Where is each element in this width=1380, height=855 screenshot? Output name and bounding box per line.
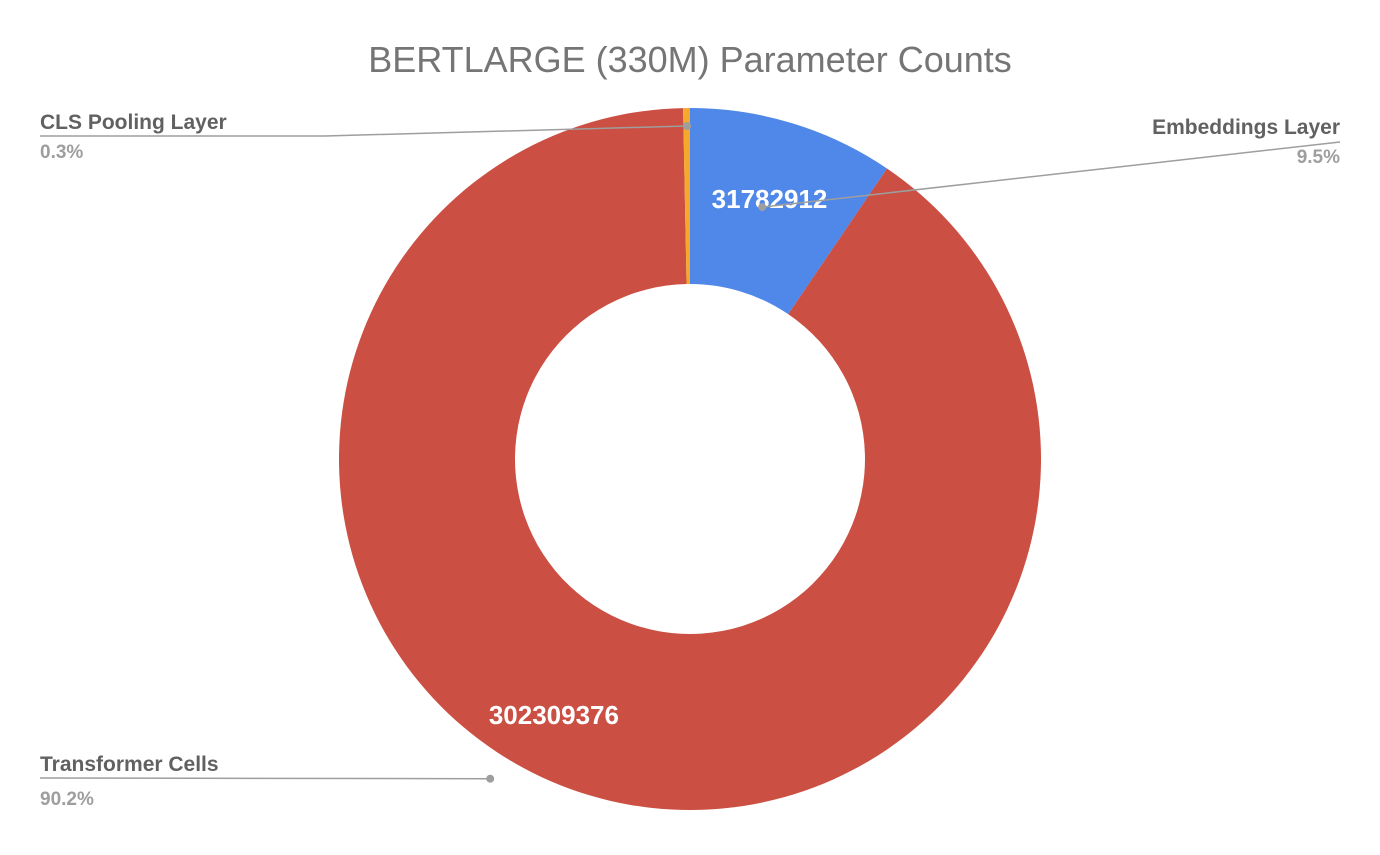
leader-dot-cls-pooling-layer [683, 122, 692, 130]
leader-dot-transformer-cells [486, 774, 495, 783]
leader-line-transformer-cells [39, 777, 491, 780]
slice-value-label-embeddings-layer: 31782912 [712, 184, 828, 214]
leader-line-embeddings-layer [762, 141, 1341, 208]
pie-slice-transformer-cells [339, 108, 1042, 811]
slice-percent-label-transformer-cells: 90.2% [40, 789, 94, 810]
slice-percent-label-cls-pooling-layer: 0.3% [40, 142, 83, 163]
slices-layer [339, 108, 1042, 811]
leaders-layer [39, 122, 1341, 783]
pie-slice-cls-pooling-layer [683, 108, 690, 285]
slice-value-label-transformer-cells: 302309376 [489, 700, 619, 730]
slice-name-label-embeddings-layer: Embeddings Layer [1152, 116, 1340, 139]
pie-slice-embeddings-layer [690, 108, 887, 315]
slice-name-label-transformer-cells: Transformer Cells [40, 753, 219, 776]
chart-title: BERTLARGE (330M) Parameter Counts [368, 39, 1012, 80]
slice-percent-label-embeddings-layer: 9.5% [1297, 147, 1340, 168]
value-labels-layer: 31782912 302309376 [489, 184, 828, 730]
leader-dot-embeddings-layer [758, 203, 767, 212]
slice-name-label-cls-pooling-layer: CLS Pooling Layer [40, 111, 227, 134]
outer-labels-layer: Embeddings Layer 9.5% Transformer Cells 90.… [40, 111, 1340, 810]
leader-line-cls-pooling-layer [40, 125, 688, 137]
